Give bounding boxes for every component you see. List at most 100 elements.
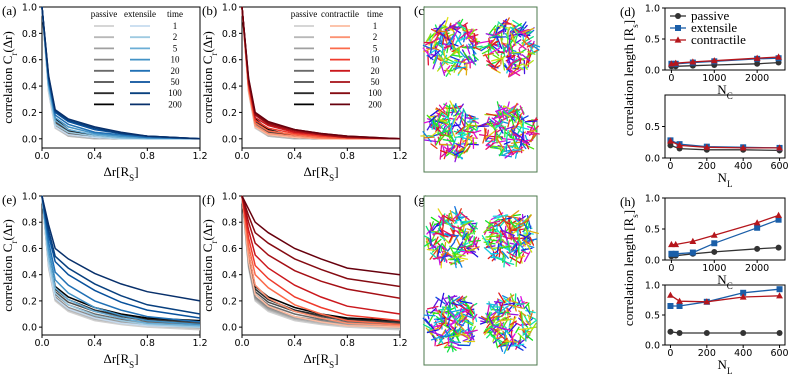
x-tick-label: 0.8 bbox=[340, 151, 355, 162]
x-tick-label: 0.4 bbox=[287, 151, 302, 162]
y-tick-label: 0.0 bbox=[645, 66, 660, 77]
filament bbox=[495, 111, 501, 119]
filament bbox=[434, 125, 443, 134]
filament bbox=[432, 56, 437, 64]
curve bbox=[41, 195, 201, 323]
filament bbox=[439, 254, 451, 259]
marker bbox=[710, 57, 718, 64]
x-axis-label-text: N bbox=[717, 82, 727, 97]
legend-header: passive bbox=[291, 9, 318, 19]
filament bbox=[435, 108, 443, 115]
x-axis-label: NL bbox=[718, 357, 733, 376]
filament bbox=[457, 31, 469, 40]
filament bbox=[439, 235, 446, 241]
filament bbox=[513, 217, 522, 225]
filament bbox=[460, 220, 473, 228]
filament bbox=[486, 303, 497, 306]
x-axis-label-text: N bbox=[717, 272, 727, 287]
filament bbox=[440, 309, 443, 318]
y-axis-label-sub: r bbox=[209, 53, 219, 56]
filament bbox=[439, 252, 449, 264]
panel-label: (h) bbox=[620, 194, 635, 209]
x-tick-label: 600 bbox=[770, 348, 788, 359]
filament bbox=[520, 311, 524, 324]
legend-label: passive bbox=[691, 8, 730, 23]
filament-cluster bbox=[477, 101, 540, 159]
y-axis-label-text: correlation length [R bbox=[621, 217, 636, 326]
filament bbox=[472, 45, 482, 51]
filament bbox=[465, 301, 472, 316]
filament bbox=[494, 30, 504, 36]
y-axis-label-text: correlation C bbox=[200, 56, 215, 124]
filament bbox=[488, 331, 495, 338]
filament bbox=[425, 38, 439, 46]
curve bbox=[241, 195, 401, 330]
filament bbox=[457, 257, 463, 268]
filament bbox=[440, 112, 450, 120]
y-tick-label: 0.2 bbox=[22, 296, 37, 307]
filament bbox=[439, 233, 450, 244]
filament bbox=[448, 61, 457, 73]
filament bbox=[456, 323, 465, 331]
filament bbox=[467, 326, 475, 341]
filament bbox=[425, 237, 430, 247]
filament bbox=[491, 145, 502, 148]
filament bbox=[460, 126, 464, 138]
filament bbox=[506, 143, 514, 156]
filament bbox=[469, 222, 478, 230]
filament bbox=[526, 133, 538, 136]
filament bbox=[489, 47, 501, 55]
x-tick-label: 400 bbox=[734, 348, 752, 359]
filament bbox=[422, 47, 431, 57]
filament bbox=[502, 20, 516, 27]
legend-title: time bbox=[367, 9, 383, 19]
filament bbox=[438, 215, 446, 224]
y-tick-label: 1.0 bbox=[22, 3, 37, 14]
y-tick-label: 0.4 bbox=[222, 82, 237, 93]
y-axis-label: correlation Cr(Δr) bbox=[200, 31, 219, 124]
marker bbox=[689, 237, 697, 244]
legend-label: 100 bbox=[168, 88, 182, 98]
filament bbox=[517, 236, 522, 246]
x-axis-label-text: Δr[R bbox=[103, 351, 129, 366]
filament bbox=[460, 311, 464, 320]
filament bbox=[486, 37, 496, 49]
curve bbox=[41, 195, 201, 302]
filament bbox=[503, 342, 510, 354]
filament bbox=[438, 57, 449, 65]
filament bbox=[501, 310, 506, 318]
filament bbox=[427, 54, 434, 61]
y-tick-label: 0.0 bbox=[645, 256, 660, 267]
filament bbox=[508, 304, 524, 309]
filament bbox=[469, 307, 475, 315]
y-tick-label: 0.8 bbox=[222, 218, 237, 229]
legend-label: 50 bbox=[171, 77, 181, 87]
marker bbox=[703, 330, 710, 336]
filament bbox=[516, 297, 522, 309]
marker bbox=[675, 13, 681, 19]
marker bbox=[753, 219, 761, 226]
filament bbox=[526, 215, 532, 230]
filament bbox=[527, 54, 532, 64]
filament bbox=[466, 44, 471, 55]
filament-cluster bbox=[481, 209, 539, 268]
filament bbox=[429, 108, 441, 117]
filament bbox=[499, 303, 504, 312]
marker bbox=[775, 244, 782, 251]
filament bbox=[497, 247, 507, 259]
filament bbox=[454, 150, 464, 156]
x-axis-label: Δr[RS] bbox=[303, 351, 338, 370]
filament bbox=[436, 63, 445, 72]
filament bbox=[453, 66, 468, 70]
filament bbox=[435, 20, 446, 32]
filament bbox=[426, 329, 439, 334]
filament bbox=[509, 221, 518, 229]
filament bbox=[457, 241, 464, 251]
filament bbox=[464, 329, 478, 334]
filament bbox=[519, 120, 523, 128]
filament-cluster bbox=[478, 17, 541, 78]
filament-cluster bbox=[420, 100, 485, 163]
curve bbox=[41, 195, 201, 319]
filament bbox=[504, 152, 513, 159]
filament bbox=[452, 213, 460, 220]
